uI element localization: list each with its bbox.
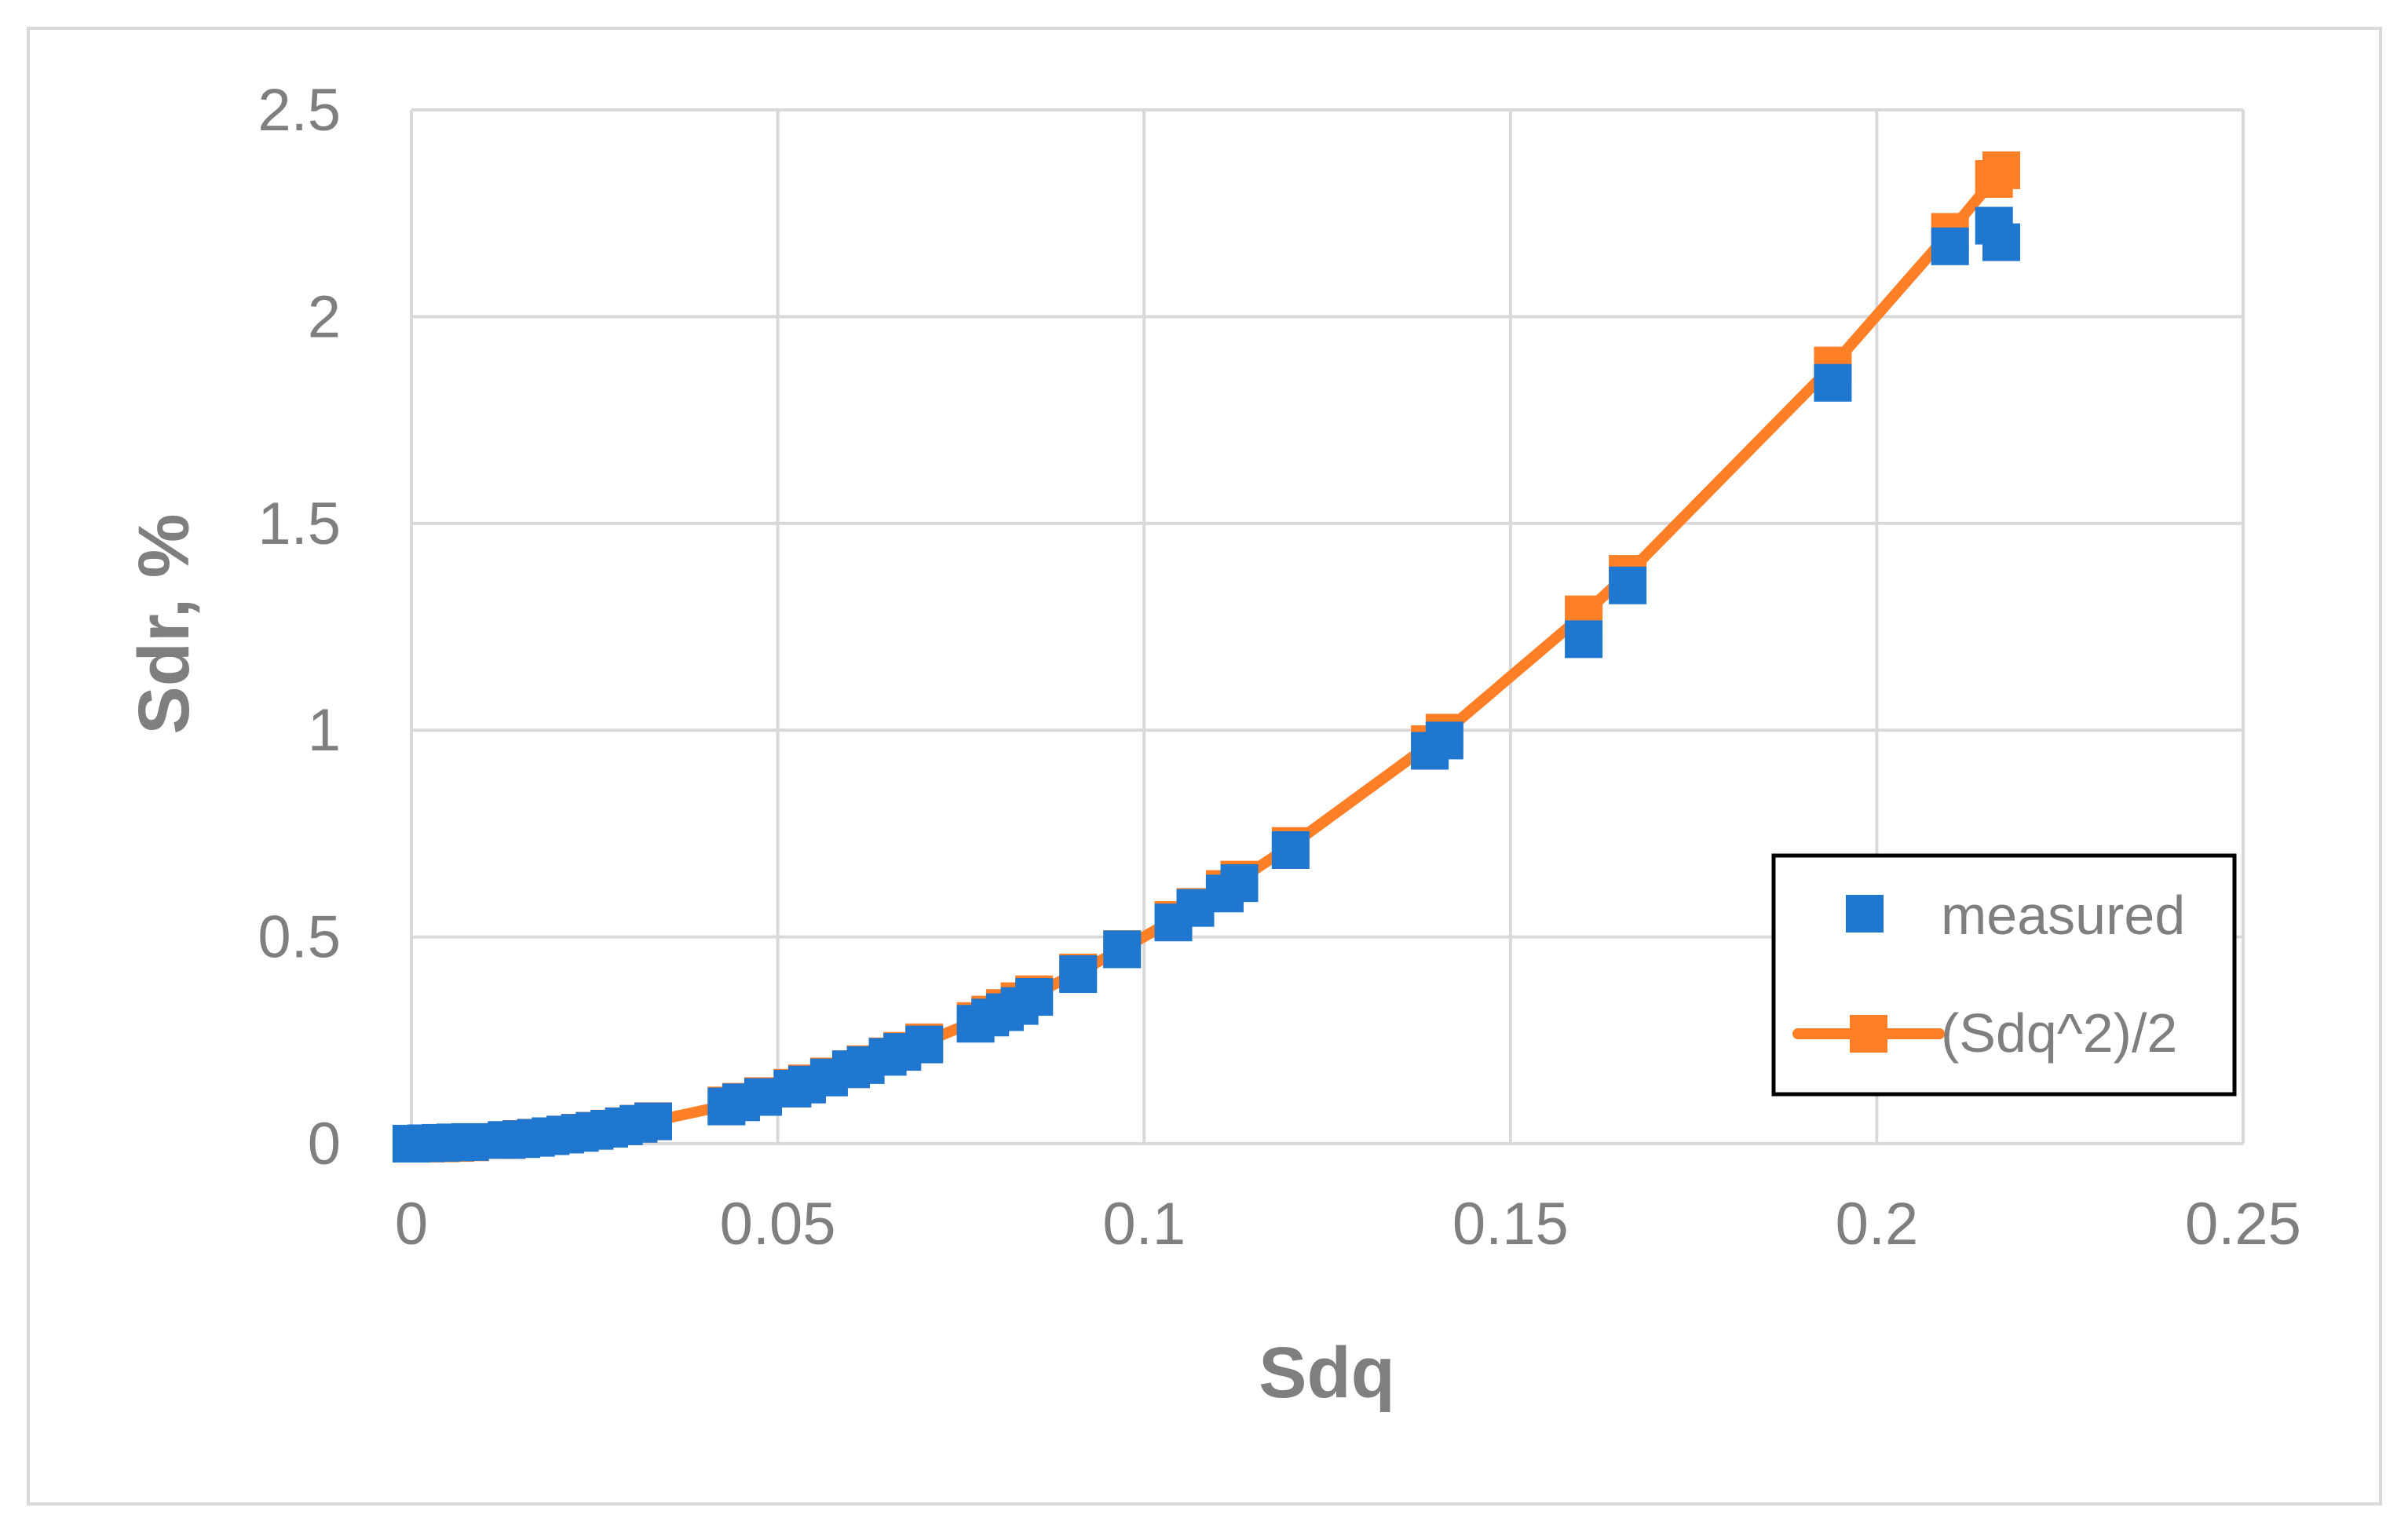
- measured-point: [1059, 955, 1098, 993]
- x-tick-label: 0.1: [1102, 1191, 1186, 1257]
- measured-point: [1814, 363, 1852, 402]
- legend-label-measured: measured: [1941, 885, 2185, 946]
- measured-point: [1015, 978, 1054, 1016]
- series-measured: [393, 206, 2020, 1163]
- x-tick-label: 0: [395, 1191, 428, 1257]
- x-tick-label: 0.25: [2185, 1191, 2301, 1257]
- measured-point: [634, 1102, 672, 1141]
- measured-point: [1220, 864, 1259, 903]
- measured-point: [1103, 930, 1142, 969]
- legend-marker-fit: [1850, 1015, 1887, 1053]
- y-tick-label: 0: [308, 1111, 341, 1177]
- measured-point: [1271, 831, 1310, 869]
- tick-labels: 0 0.05 0.1 0.15 0.2 0.25 0 0.5 1 1.5 2 2.5: [258, 77, 2301, 1257]
- y-tick-label: 2.5: [258, 77, 341, 144]
- measured-point: [905, 1025, 944, 1064]
- series-layer: [393, 151, 2020, 1163]
- measured-point: [1609, 566, 1647, 604]
- chart-border: [27, 27, 2382, 1506]
- fit-point: [1982, 151, 2020, 189]
- measured-point: [1425, 721, 1463, 760]
- gridlines: [410, 108, 2245, 1145]
- x-axis-title: Sdq: [1259, 1333, 1395, 1413]
- legend-label-fit: (Sdq^2)/2: [1941, 1002, 2177, 1064]
- legend-marker-measured: [1846, 895, 1884, 933]
- y-tick-label: 1.5: [258, 491, 341, 557]
- legend: measured (Sdq^2)/2: [1771, 853, 2237, 1097]
- x-tick-label: 0.2: [1836, 1191, 1919, 1257]
- measured-point: [451, 1122, 489, 1161]
- y-tick-label: 2: [308, 283, 341, 350]
- measured-point: [1931, 227, 1969, 265]
- y-tick-label: 0.5: [258, 904, 341, 971]
- y-axis-title: Sdr, %: [124, 513, 204, 734]
- measured-point: [1982, 223, 2020, 261]
- measured-point: [1565, 620, 1603, 659]
- x-tick-label: 0.15: [1452, 1191, 1569, 1257]
- y-tick-label: 1: [308, 697, 341, 764]
- x-tick-label: 0.05: [720, 1191, 836, 1257]
